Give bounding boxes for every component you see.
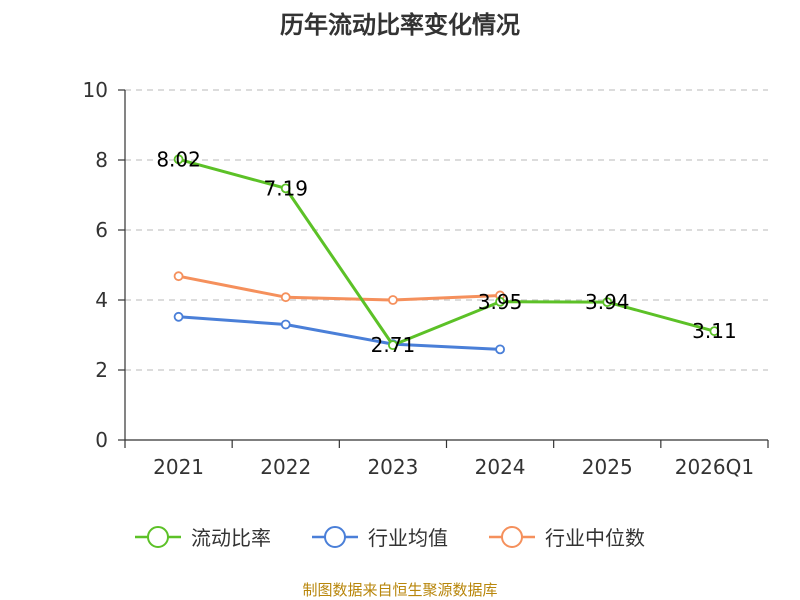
- legend-label: 行业均值: [368, 526, 448, 550]
- legend-item-0: 流动比率: [135, 526, 271, 550]
- data-point: [388, 295, 398, 305]
- data-point: [495, 344, 505, 355]
- data-point: [173, 271, 184, 282]
- legend-item-1: 行业均值: [312, 526, 448, 550]
- y-tick-label: 2: [95, 358, 108, 382]
- series-line: [178, 157, 715, 347]
- legend-item-2: 行业中位数: [489, 526, 645, 550]
- legend: 流动比率 行业均值 行业中位数: [135, 526, 645, 550]
- series-0: [173, 154, 720, 351]
- data-point: [173, 311, 184, 322]
- axes: 0 2 4 6 8 10 2021 2022 2023 2024 2025 2026Q1: [83, 78, 769, 479]
- y-tick-label: 10: [83, 78, 108, 102]
- data-point: [709, 326, 720, 337]
- series-lines: [173, 154, 720, 355]
- data-point: [173, 154, 184, 165]
- x-tick-label: 2025: [582, 455, 633, 479]
- data-label: 7.19: [263, 176, 308, 200]
- data-label: 3.11: [692, 319, 737, 343]
- y-tick-label: 6: [95, 218, 108, 242]
- y-tick-label: 8: [95, 148, 108, 172]
- data-label: 3.94: [585, 290, 630, 314]
- x-tick-label: 2021: [153, 455, 204, 479]
- legend-label: 行业中位数: [545, 526, 645, 550]
- data-label: 8.02: [156, 147, 201, 171]
- legend-label: 流动比率: [191, 526, 271, 550]
- data-point: [280, 319, 291, 330]
- x-tick-label: 2023: [367, 455, 418, 479]
- x-tick-label: 2022: [260, 455, 311, 479]
- x-tick-label: 2026Q1: [675, 455, 754, 479]
- data-point: [495, 296, 505, 307]
- data-label: 3.95: [478, 290, 523, 314]
- data-labels: 8.02 7.19 2.71 3.95 3.94 3.11: [156, 147, 736, 357]
- source-note: 制图数据来自恒生聚源数据库: [302, 581, 497, 599]
- data-point: [280, 292, 291, 303]
- grid-lines: [125, 89, 768, 371]
- x-tick-label: 2024: [475, 455, 526, 479]
- data-label: 2.71: [371, 333, 416, 357]
- legend-marker: [324, 526, 346, 548]
- data-point: [388, 340, 398, 351]
- legend-marker: [501, 526, 523, 548]
- data-point: [280, 183, 291, 194]
- y-tick-label: 4: [95, 288, 108, 312]
- data-point: [602, 297, 613, 308]
- series-line: [178, 315, 501, 351]
- series-2: [173, 271, 505, 305]
- legend-marker: [147, 526, 169, 548]
- chart-title: 历年流动比率变化情况: [280, 11, 520, 39]
- series-line: [178, 274, 501, 302]
- y-tick-label: 0: [95, 428, 108, 452]
